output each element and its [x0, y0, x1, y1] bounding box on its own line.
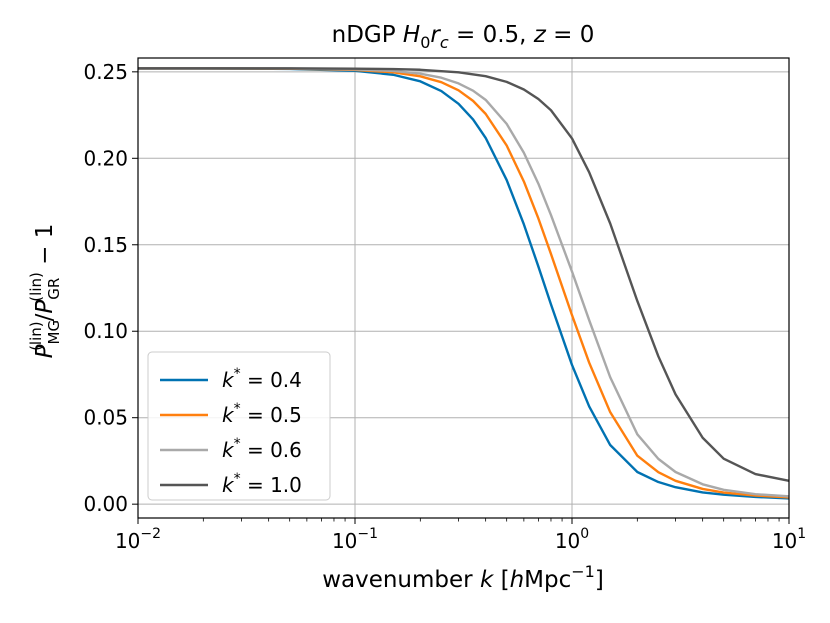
y-tick-label: 0.05 — [83, 406, 128, 430]
chart-title: nDGP H0rc = 0.5, z = 0 — [332, 22, 595, 52]
y-tick-label: 0.25 — [83, 60, 128, 84]
y-axis-label: PMG(lin)/PGR(lin) − 1 — [27, 224, 63, 359]
series-line — [138, 67, 790, 500]
y-tick-label: 0.00 — [83, 492, 128, 516]
series-line — [138, 67, 790, 498]
series-line — [138, 67, 790, 482]
x-tick-label: 100 — [555, 526, 589, 553]
series-lines — [138, 67, 790, 500]
legend-label: k* = 0.5 — [222, 401, 302, 427]
x-tick-label: 101 — [772, 526, 806, 553]
y-tick-label: 0.20 — [83, 146, 128, 170]
legend-label: k* = 0.6 — [222, 436, 302, 462]
x-axis-label: wavenumber k [hMpc−1] — [322, 562, 604, 593]
x-tick-label: 10−1 — [332, 526, 378, 553]
y-tick-label: 0.10 — [83, 319, 128, 343]
legend-box — [147, 351, 331, 501]
series-line — [138, 67, 790, 499]
axis-ticks: 10−2 10−1 100 101 0.00 0.05 0.10 0.15 0.20 0.25 — [83, 60, 806, 553]
plot-frame — [137, 57, 790, 519]
x-tick-label: 10−2 — [115, 526, 161, 553]
legend: k* = 0.4 k* = 0.5 k* = 0.6 k* = 1.0 — [147, 351, 331, 501]
y-tick-label: 0.15 — [83, 233, 128, 257]
legend-label: k* = 0.4 — [222, 366, 302, 392]
legend-label: k* = 1.0 — [222, 471, 302, 497]
